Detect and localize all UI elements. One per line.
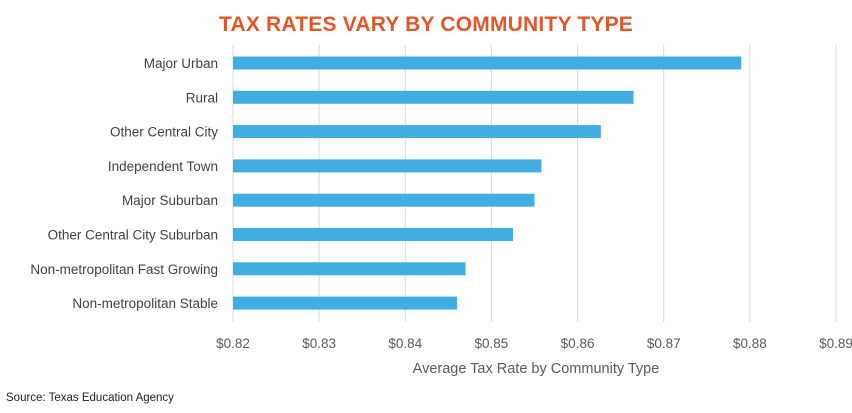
- x-tick-label: $0.89: [819, 336, 852, 351]
- source-note: Source: Texas Education Agency: [6, 392, 174, 404]
- bar: [233, 296, 457, 310]
- bar: [233, 228, 513, 241]
- category-label: Major Suburban: [122, 193, 218, 208]
- bar: [233, 159, 542, 173]
- x-axis-ticks: $0.82 $0.83 $0.84 $0.85 $0.86 $0.87 $0.88 $0.89: [216, 336, 852, 351]
- chart-title: TAX RATES VARY BY COMMUNITY TYPE: [218, 13, 633, 36]
- bar: [233, 90, 634, 104]
- bar: [233, 56, 742, 70]
- bar: [233, 125, 601, 139]
- x-tick-label: $0.82: [216, 336, 250, 351]
- x-axis-title: Average Tax Rate by Community Type: [413, 361, 660, 377]
- category-label: Non-metropolitan Fast Growing: [30, 262, 218, 277]
- category-labels: Major Urban Rural Other Central City Indepe…: [30, 56, 218, 311]
- bars: [233, 56, 742, 310]
- x-tick-label: $0.85: [475, 336, 509, 351]
- gridlines: [232, 45, 837, 322]
- x-tick-label: $0.84: [388, 336, 422, 351]
- category-label: Other Central City Suburban: [48, 228, 218, 243]
- x-tick-label: $0.83: [302, 336, 336, 351]
- bar: [233, 262, 466, 276]
- x-tick-label: $0.88: [733, 336, 767, 351]
- category-label: Other Central City: [110, 125, 218, 140]
- x-tick-label: $0.87: [647, 336, 681, 351]
- category-label: Independent Town: [108, 159, 218, 174]
- category-label: Non-metropolitan Stable: [72, 296, 218, 311]
- x-tick-label: $0.86: [561, 336, 595, 351]
- bar: [233, 193, 535, 207]
- category-label: Major Urban: [144, 56, 218, 71]
- category-label: Rural: [186, 90, 218, 105]
